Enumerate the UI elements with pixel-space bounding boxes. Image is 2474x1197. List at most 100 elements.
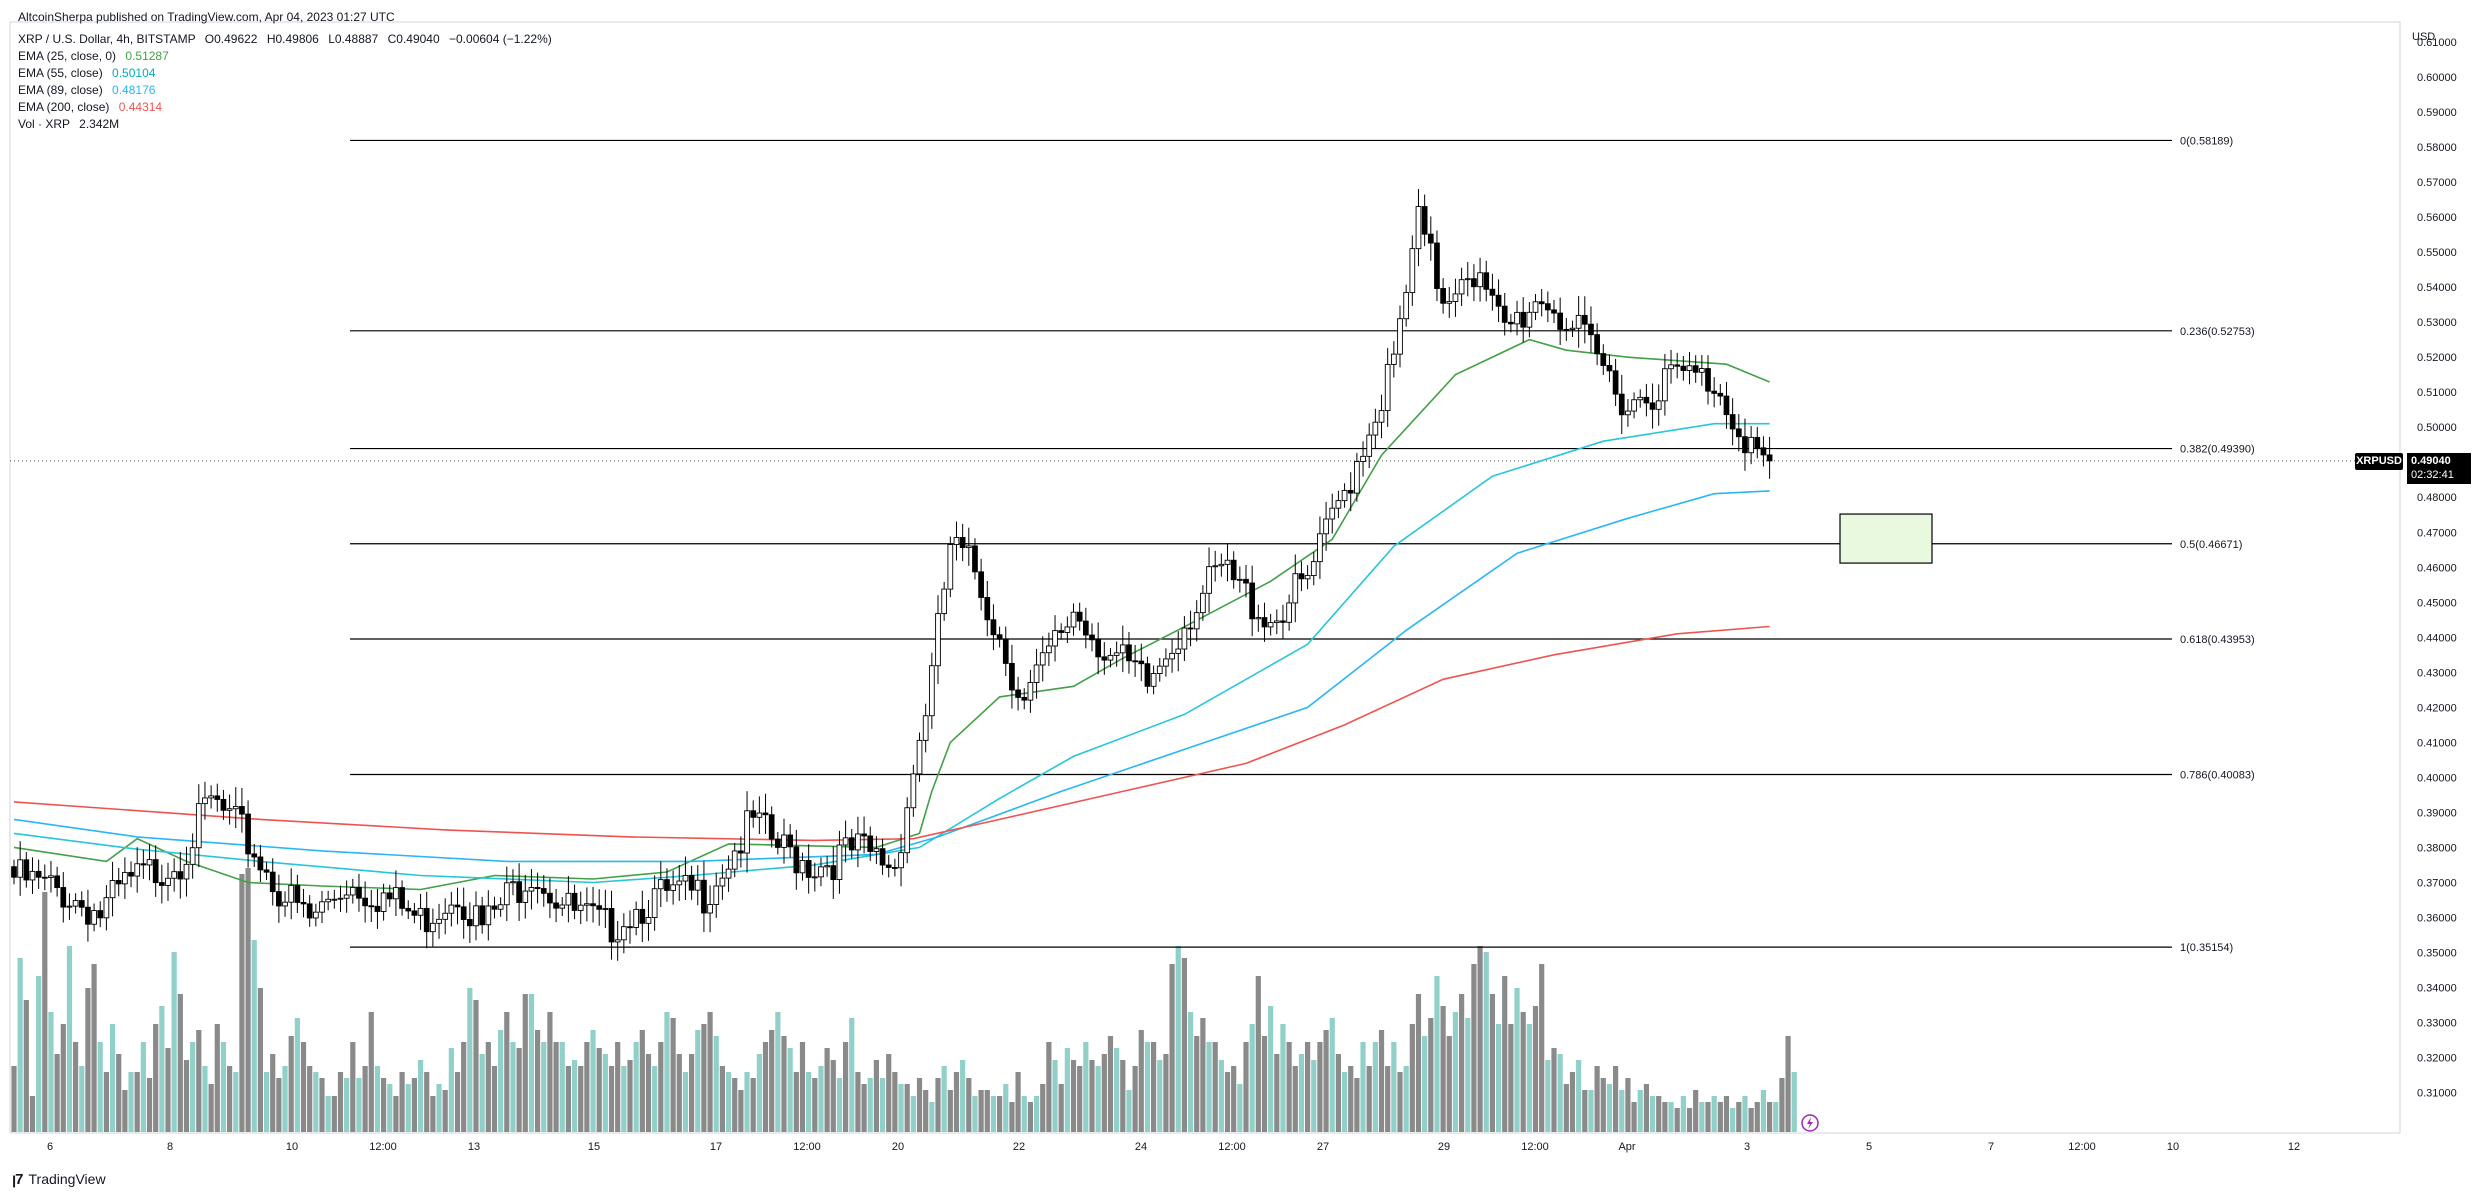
candle-body — [1618, 393, 1625, 416]
candle-body — [1175, 648, 1182, 654]
volume-bar — [362, 1066, 368, 1132]
volume-bar — [719, 1066, 725, 1132]
candle-body — [269, 871, 276, 893]
indicator-ema89[interactable]: EMA (89, close) 0.48176 — [18, 82, 552, 99]
volume-bar — [1754, 1102, 1760, 1132]
tradingview-brand[interactable]: ꞁ7 TradingView — [12, 1170, 106, 1188]
indicator-label: EMA (25, close, 0) — [18, 49, 117, 63]
price-tick-label: 0.58000 — [2417, 142, 2457, 154]
volume-bar — [695, 1030, 701, 1132]
candle-body — [1206, 566, 1212, 594]
volume-bar — [239, 874, 245, 1132]
volume-bar — [1422, 1036, 1428, 1132]
volume-bar — [467, 988, 473, 1132]
candle-body — [337, 897, 344, 900]
ema-line — [13, 490, 1770, 863]
volume-bar — [806, 1072, 812, 1132]
candle-body — [1360, 455, 1366, 463]
candle-body — [1027, 682, 1034, 701]
bar-countdown: 02:32:41 — [2411, 468, 2454, 481]
candle-body — [664, 879, 670, 891]
volume-bar — [738, 1090, 744, 1132]
volume-bar — [368, 1012, 374, 1132]
candle-body — [1076, 611, 1083, 622]
symbol-line[interactable]: XRP / U.S. Dollar, 4h, BITSTAMP O0.49622… — [18, 31, 552, 48]
candle-body — [1588, 323, 1594, 336]
volume-bar — [73, 1042, 79, 1132]
volume-bar — [1200, 1018, 1206, 1132]
volume-bar — [701, 1024, 707, 1132]
candle-body — [1323, 518, 1329, 535]
volume-bar — [504, 1012, 510, 1132]
volume-bar — [799, 1042, 806, 1132]
candle-body — [1655, 400, 1662, 410]
candle-body — [430, 922, 436, 933]
volume-bar — [1329, 1018, 1335, 1132]
volume-bar — [1298, 1054, 1305, 1132]
candle-body — [1674, 364, 1681, 367]
candle-body — [380, 892, 387, 912]
indicator-ema55[interactable]: EMA (55, close) 0.50104 — [18, 65, 552, 82]
candle-body — [349, 887, 356, 896]
volume-bar — [1194, 1036, 1200, 1132]
candle-body — [553, 902, 559, 909]
publisher-line: AltcoinSherpa published on TradingView.c… — [18, 10, 395, 24]
chart-legend: AltcoinSherpa published on TradingView.c… — [18, 9, 395, 26]
volume-bar — [1526, 1024, 1532, 1132]
candle-body — [1637, 396, 1644, 401]
volume-bar — [1058, 1084, 1064, 1132]
volume-bar — [1003, 1084, 1009, 1132]
candle-body — [898, 852, 904, 869]
volume-bar — [1385, 1066, 1391, 1132]
fib-level-label: 0.236(0.52753) — [2180, 326, 2255, 338]
candle-body — [72, 900, 79, 907]
candle-body — [1378, 410, 1385, 423]
volume-bar — [1779, 1078, 1785, 1132]
volume-bar — [399, 1072, 405, 1132]
price-tick-label: 0.59000 — [2417, 107, 2457, 119]
candle-body — [522, 890, 529, 903]
candle-body — [54, 875, 60, 888]
volume-bar — [331, 1096, 337, 1132]
volume-bar — [325, 1096, 331, 1132]
volume-bar — [498, 1030, 504, 1132]
candle-body — [1046, 645, 1052, 654]
candle-body — [1070, 611, 1077, 628]
candle-body — [676, 880, 683, 886]
price-tick-label: 0.56000 — [2417, 212, 2457, 224]
volume-bar — [337, 1072, 344, 1132]
candle-body — [1551, 309, 1557, 314]
candle-body — [707, 904, 713, 914]
indicator-legend[interactable]: XRP / U.S. Dollar, 4h, BITSTAMP O0.49622… — [18, 31, 552, 133]
volume-bar — [1052, 1060, 1058, 1132]
volume-bar — [645, 1054, 652, 1132]
candle-body — [1563, 328, 1570, 331]
candle-body — [411, 910, 418, 916]
zone-layer[interactable] — [1839, 513, 1933, 564]
volume-bar — [824, 1048, 830, 1132]
indicator-ema25[interactable]: EMA (25, close, 0) 0.51287 — [18, 48, 552, 65]
volume-bar — [17, 958, 23, 1132]
volume-bar — [1403, 1066, 1409, 1132]
candle-body — [627, 926, 633, 929]
indicator-ema200[interactable]: EMA (200, close) 0.44314 — [18, 99, 552, 116]
volume-bar — [417, 1060, 424, 1132]
volume-bar — [916, 1078, 923, 1132]
time-tick-label: 22 — [1013, 1141, 1025, 1153]
fib-layer[interactable]: 0(0.58189) 0.236(0.52753) 0.382(0.49390) 0.… — [10, 135, 2400, 954]
volume-bar — [1465, 1018, 1471, 1132]
price-tick-label: 0.57000 — [2417, 177, 2457, 189]
candle-body — [306, 903, 313, 919]
indicator-volume[interactable]: Vol · XRP 2.342M — [18, 116, 552, 133]
candle-body — [1366, 434, 1373, 457]
indicator-label: Vol · XRP — [18, 117, 70, 131]
time-tick-label: 29 — [1438, 1141, 1450, 1153]
candle-layer — [11, 189, 1773, 961]
volume-bar — [48, 1012, 54, 1132]
candle-body — [787, 834, 794, 848]
candle-body — [984, 596, 991, 621]
volume-bar — [356, 1078, 362, 1132]
candle-body — [189, 847, 196, 865]
volume-bar — [116, 1054, 122, 1132]
